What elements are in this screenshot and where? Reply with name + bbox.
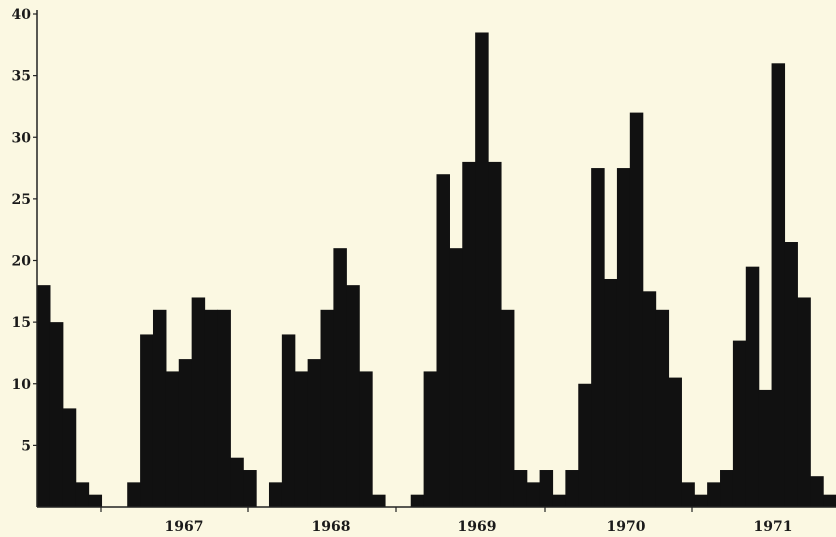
y-tick-label: 20 [12, 254, 32, 270]
bar [565, 470, 579, 507]
bar [191, 297, 206, 507]
y-tick-label: 5 [21, 438, 31, 454]
y-tick-label: 30 [12, 130, 32, 146]
y-tick-label: 10 [12, 377, 32, 393]
bar [333, 248, 347, 507]
bar [500, 309, 515, 507]
bar [745, 266, 760, 507]
bar [75, 482, 90, 507]
bar [268, 482, 283, 507]
bar [707, 482, 721, 507]
bar [346, 285, 360, 507]
bar [88, 494, 103, 507]
bar [307, 359, 322, 507]
x-year-label: 1971 [754, 519, 793, 535]
bar [449, 248, 463, 507]
bar [62, 408, 77, 507]
bar [281, 334, 296, 507]
bar [243, 470, 257, 507]
bar [720, 470, 734, 507]
bar [294, 371, 309, 507]
bar [758, 389, 773, 507]
bar [462, 161, 476, 507]
y-tick-label: 35 [12, 69, 31, 85]
bar [513, 470, 528, 507]
year-label-group: 1967 1968 1969 1970 1971 [100, 507, 793, 535]
bar [217, 309, 231, 507]
y-tick-label: 25 [12, 192, 31, 208]
x-year-label: 1969 [458, 519, 497, 535]
bar [49, 322, 64, 508]
bar [604, 278, 618, 507]
bar [694, 494, 708, 507]
bar [681, 482, 695, 507]
bar [552, 494, 566, 507]
y-tick-group: 5 10 15 20 25 30 35 40 [12, 7, 37, 454]
bar [37, 285, 51, 507]
bar [436, 174, 450, 507]
bar [127, 482, 141, 507]
bar [410, 494, 425, 507]
x-year-label: 1970 [607, 519, 646, 535]
bar [784, 242, 798, 507]
bar [152, 309, 167, 507]
bar [629, 112, 644, 507]
y-tick-label: 15 [12, 315, 31, 331]
bar [642, 291, 657, 507]
x-year-label: 1968 [312, 519, 351, 535]
bar [372, 494, 386, 507]
bar [320, 309, 335, 507]
bar [810, 476, 824, 507]
bar [616, 168, 631, 507]
y-tick-label: 40 [12, 7, 32, 23]
bar [578, 383, 592, 507]
bar [204, 309, 219, 507]
bar [359, 371, 373, 507]
bar-group [37, 32, 836, 508]
bar [140, 334, 154, 507]
bar [591, 168, 605, 507]
x-year-label: 1967 [165, 519, 204, 535]
bar [655, 309, 670, 507]
bar [797, 297, 811, 507]
bar [732, 340, 747, 507]
bar [165, 371, 180, 507]
bar [475, 32, 489, 508]
bar [771, 63, 786, 508]
bar [526, 482, 541, 507]
bar [488, 161, 502, 507]
bar [668, 377, 682, 507]
bar [539, 470, 554, 507]
bar [230, 457, 244, 507]
bar [178, 359, 193, 507]
bar [423, 371, 438, 507]
bar [823, 494, 836, 507]
